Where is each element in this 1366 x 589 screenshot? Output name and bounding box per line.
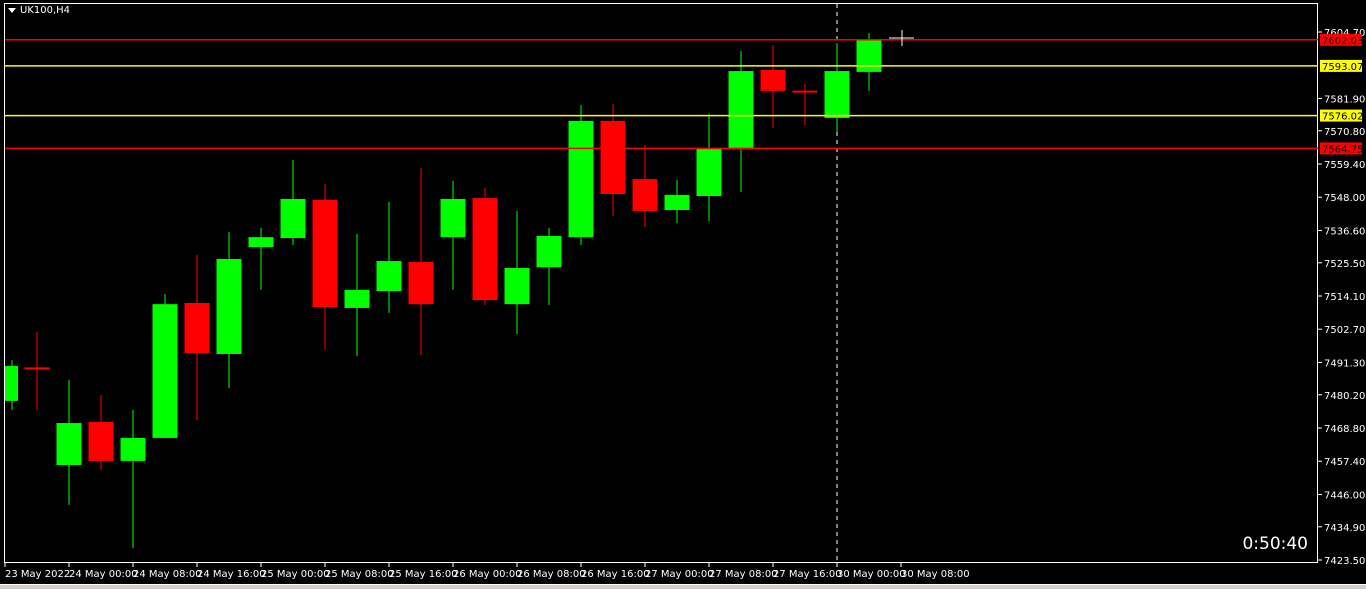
time-tick-label: 27 May 00:00 [645,569,714,580]
bullish-candle [664,194,690,211]
time-tick-label: 26 May 00:00 [453,569,522,580]
price-label-box [1320,142,1362,155]
dropdown-triangle-icon[interactable] [8,8,16,13]
price-tick-label: 7525.50 [1324,259,1365,270]
price-level-label: 7576.02 [1322,112,1363,123]
bullish-candle [280,198,306,239]
price-level-label: 7602.03 [1322,36,1363,47]
bullish-candle [376,261,402,292]
time-tick-label: 24 May 00:00 [69,569,138,580]
price-label-box [1320,109,1362,122]
time-tick-label: 27 May 08:00 [709,569,778,580]
price-tick-label: 7457.40 [1324,457,1365,468]
bullish-candle [216,258,242,354]
bearish-candle [792,90,818,93]
price-tick-label: 7480.20 [1324,391,1365,402]
bar-countdown: 0:50:40 [1242,534,1308,554]
bearish-candle [632,179,658,211]
time-tick-label: 25 May 16:00 [389,569,458,580]
bearish-candle [184,302,210,354]
time-tick-label: 24 May 08:00 [133,569,202,580]
price-tick-label: 7423.50 [1324,556,1365,567]
symbol-label: UK100,H4 [20,5,71,16]
price-tick-label: 7491.30 [1324,358,1365,369]
price-level-label: 7564.75 [1322,144,1363,155]
time-tick-label: 23 May 2022 [5,569,70,580]
bullish-candle [152,304,178,438]
bullish-candle [536,235,562,268]
time-tick-label: 25 May 08:00 [325,569,394,580]
bullish-candle [344,289,370,308]
symbol-header[interactable]: UK100,H4 [8,5,70,16]
price-tick-label: 7446.00 [1324,490,1365,501]
price-label-box [1320,33,1362,46]
time-tick-label: 30 May 08:00 [901,569,970,580]
price-tick-label: 7559.40 [1324,160,1365,171]
price-tick-label: 7468.80 [1324,424,1365,435]
bullish-candle [56,423,82,466]
bullish-candle [568,120,594,238]
chart-area[interactable] [4,3,1318,563]
price-level-label: 7593.07 [1322,62,1363,73]
time-tick-label: 24 May 16:00 [197,569,266,580]
price-tick-label: 7434.90 [1324,523,1365,534]
bearish-candle [408,261,434,305]
bearish-candle [760,69,786,91]
bearish-candle [24,367,50,370]
price-tick-label: 7502.70 [1324,325,1365,336]
time-tick-label: 26 May 16:00 [581,569,650,580]
bullish-candle [728,71,754,150]
bullish-candle [824,71,850,118]
bearish-candle [312,199,338,308]
price-tick-label: 7604.70 [1324,28,1365,39]
price-tick-label: 7581.90 [1324,94,1365,105]
time-tick-label: 26 May 08:00 [517,569,586,580]
bullish-candle [248,237,274,248]
bullish-candle [5,365,18,401]
bearish-candle [88,421,114,461]
bearish-candle [600,120,626,195]
bullish-candle [440,198,466,238]
price-tick-label: 7514.10 [1324,292,1365,303]
bearish-candle [472,198,498,301]
bullish-candle [856,39,882,72]
price-tick-label: 7570.80 [1324,127,1365,138]
time-tick-label: 25 May 00:00 [261,569,330,580]
price-tick-label: 7548.00 [1324,193,1365,204]
price-label-box [1320,59,1362,72]
bullish-candle [120,437,146,461]
bullish-candle [696,147,722,197]
bullish-candle [504,268,530,305]
time-tick-label: 30 May 00:00 [837,569,906,580]
status-bar [0,584,1366,589]
price-tick-label: 7536.60 [1324,226,1365,237]
time-tick-label: 27 May 16:00 [773,569,842,580]
